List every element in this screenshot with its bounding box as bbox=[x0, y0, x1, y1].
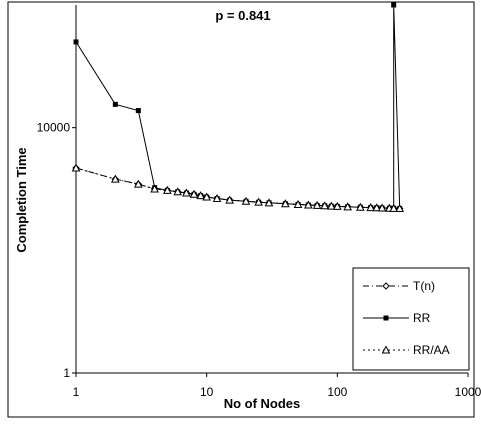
y-tick-label: 10000 bbox=[37, 121, 71, 135]
data-point bbox=[196, 191, 206, 200]
data-point bbox=[391, 2, 397, 8]
x-tick-label: 1000 bbox=[455, 385, 481, 399]
data-point bbox=[372, 203, 382, 212]
data-point bbox=[320, 201, 330, 210]
data-point bbox=[212, 193, 222, 203]
x-tick-label: 1 bbox=[73, 385, 80, 399]
data-point bbox=[395, 203, 405, 213]
data-point bbox=[366, 203, 376, 212]
data-point bbox=[134, 179, 143, 188]
data-point bbox=[241, 196, 251, 205]
x-tick-label: 100 bbox=[327, 385, 347, 399]
y-tick-label: 1 bbox=[63, 366, 70, 380]
data-point bbox=[304, 200, 313, 209]
data-point bbox=[189, 189, 199, 198]
legend-entry: RR bbox=[363, 311, 431, 325]
legend-box bbox=[352, 267, 470, 371]
series-marks bbox=[71, 2, 405, 213]
data-point bbox=[293, 199, 303, 208]
data-point bbox=[343, 202, 353, 211]
data-point bbox=[280, 199, 290, 208]
legend-label: RR/AA bbox=[413, 343, 450, 357]
data-point bbox=[377, 203, 387, 212]
data-point bbox=[312, 200, 322, 209]
data-point bbox=[264, 198, 274, 207]
legend-marker bbox=[381, 345, 391, 354]
chart-title: p = 0.841 bbox=[215, 8, 270, 23]
legend-entry: RR/AA bbox=[363, 343, 450, 357]
data-point bbox=[73, 39, 79, 45]
axes: 1 10 100 1000 1 10000 bbox=[37, 5, 481, 399]
data-point bbox=[162, 185, 172, 194]
x-axis-label: No of Nodes bbox=[224, 396, 301, 411]
legend-marker bbox=[382, 282, 390, 290]
data-point bbox=[173, 187, 183, 196]
data-point bbox=[150, 184, 160, 193]
data-point bbox=[356, 202, 365, 211]
data-point bbox=[135, 108, 141, 114]
data-point bbox=[110, 174, 120, 183]
data-point bbox=[254, 197, 264, 206]
legend-label: RR bbox=[413, 311, 431, 325]
legend-label: T(n) bbox=[413, 279, 435, 293]
series-rr-aa bbox=[71, 163, 405, 213]
data-point bbox=[225, 195, 235, 204]
legend-marker bbox=[383, 315, 389, 321]
legend: T(n) RR RR/AA bbox=[352, 267, 470, 371]
data-point bbox=[389, 203, 399, 212]
data-point bbox=[332, 201, 342, 210]
data-point bbox=[202, 192, 212, 201]
data-point bbox=[71, 163, 81, 172]
data-point bbox=[327, 201, 336, 210]
data-point bbox=[182, 188, 191, 197]
y-axis-label: Completion Time bbox=[14, 147, 29, 252]
legend-entry: T(n) bbox=[363, 279, 435, 293]
x-tick-label: 10 bbox=[200, 385, 214, 399]
data-point bbox=[112, 101, 118, 107]
